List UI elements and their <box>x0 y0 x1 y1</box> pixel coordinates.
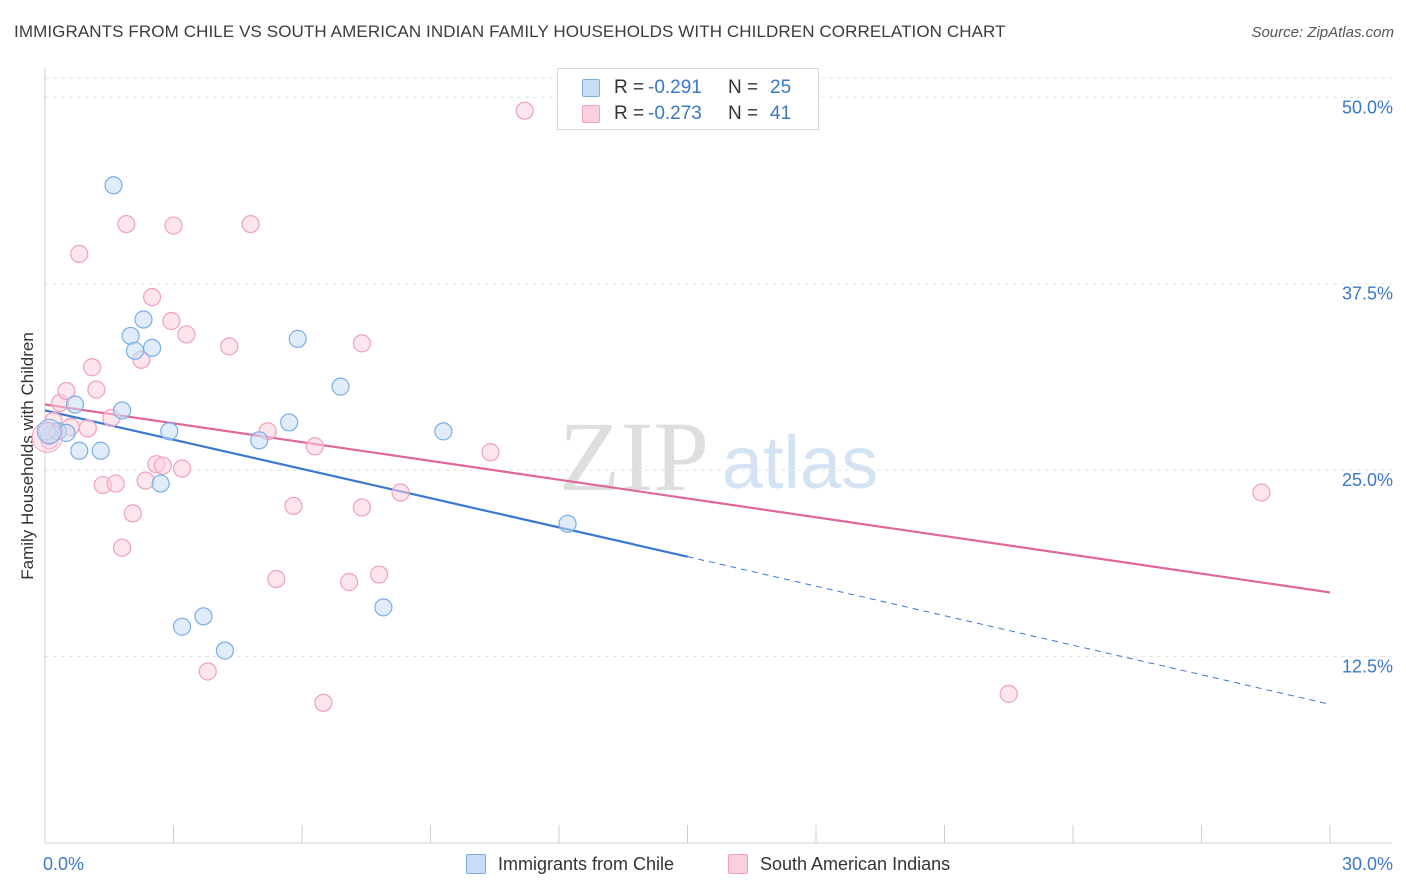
watermark-zip: ZIP <box>559 401 709 512</box>
n-label: N = <box>728 77 759 98</box>
r-label: R = <box>614 103 645 124</box>
point-south-american-indians <box>481 443 500 462</box>
point-chile <box>250 431 269 450</box>
legend-row-chile: R = -0.291 N = 25 <box>582 77 791 99</box>
point-chile <box>280 413 299 432</box>
series-legend-label: Immigrants from Chile <box>498 853 675 874</box>
point-south-american-indians <box>87 380 106 399</box>
point-south-american-indians <box>314 693 333 712</box>
point-south-american-indians <box>123 504 142 523</box>
source-label: Source: ZipAtlas.com <box>1251 24 1394 41</box>
point-south-american-indians <box>999 684 1018 703</box>
point-south-american-indians <box>352 334 372 353</box>
point-south-american-indians <box>78 419 97 438</box>
y-tick-label: 12.5% <box>1342 657 1393 677</box>
r-label: R = <box>614 77 645 98</box>
point-cluster-south-american-indians <box>31 421 63 453</box>
chart-title: IMMIGRANTS FROM CHILE VS SOUTH AMERICAN … <box>14 22 1006 41</box>
point-chile <box>288 329 307 348</box>
point-south-american-indians <box>57 381 76 401</box>
y-tick-label: 25.0% <box>1342 470 1393 490</box>
point-south-american-indians <box>177 325 196 344</box>
point-south-american-indians <box>352 498 372 517</box>
point-south-american-indians <box>515 101 534 120</box>
n-value: 41 <box>770 103 792 124</box>
y-tick-label: 37.5% <box>1342 284 1393 304</box>
trend-line-chile <box>44 409 688 558</box>
point-chile <box>215 641 234 660</box>
point-chile <box>434 422 453 441</box>
point-south-american-indians <box>391 483 410 502</box>
point-chile <box>374 598 393 617</box>
point-south-american-indians <box>136 471 155 490</box>
point-chile <box>172 617 192 636</box>
point-south-american-indians <box>1252 483 1271 502</box>
correlation-legend: R = -0.291 N = 25 R = -0.273 N = 41 <box>557 68 819 130</box>
x-tick-label-min: 0.0% <box>43 854 84 874</box>
point-south-american-indians <box>164 216 183 235</box>
point-chile <box>194 607 213 626</box>
point-chile <box>121 326 140 346</box>
point-chile <box>331 377 350 396</box>
point-cluster-chile <box>36 418 62 444</box>
point-chile <box>142 338 162 357</box>
point-chile <box>151 474 170 493</box>
point-chile <box>125 341 145 360</box>
point-chile <box>65 395 85 414</box>
point-chile <box>104 176 123 195</box>
point-chile <box>112 401 132 420</box>
point-south-american-indians <box>153 456 172 475</box>
point-south-american-indians <box>284 496 303 516</box>
point-south-american-indians <box>83 358 102 377</box>
point-chile <box>70 441 89 460</box>
point-south-american-indians <box>220 337 239 356</box>
point-chile <box>558 514 577 533</box>
point-south-american-indians <box>370 565 389 584</box>
point-south-american-indians <box>106 474 125 493</box>
series-swatch-south-american-indians <box>728 854 748 874</box>
legend-row-south-american-indians: R = -0.273 N = 41 <box>582 103 791 125</box>
r-value: -0.273 <box>648 103 702 124</box>
series-legend-south-american-indians[interactable]: South American Indians <box>728 852 950 876</box>
point-chile <box>91 441 110 460</box>
point-south-american-indians <box>162 311 181 331</box>
point-south-american-indians <box>241 214 260 234</box>
point-chile <box>38 422 57 441</box>
series-legend-label: South American Indians <box>760 853 951 874</box>
watermark-atlas: atlas <box>722 421 878 504</box>
series-swatch-chile <box>466 854 486 874</box>
point-chile <box>134 310 153 329</box>
point-south-american-indians <box>142 288 162 307</box>
point-chile <box>160 422 179 441</box>
x-tick-label-max: 30.0% <box>1342 854 1393 874</box>
n-value: 25 <box>770 77 792 98</box>
point-south-american-indians <box>267 569 286 589</box>
point-south-american-indians <box>305 437 324 456</box>
point-south-american-indians <box>340 572 359 592</box>
point-south-american-indians <box>112 538 132 557</box>
n-label: N = <box>728 103 759 124</box>
r-value: -0.291 <box>648 77 702 98</box>
series-legend-chile[interactable]: Immigrants from Chile <box>466 852 674 876</box>
legend-swatch-chile <box>582 79 600 97</box>
y-tick-label: 50.0% <box>1342 97 1393 117</box>
legend-swatch-south-american-indians <box>582 105 600 123</box>
point-south-american-indians <box>198 662 217 681</box>
point-south-american-indians <box>117 214 136 234</box>
point-south-american-indians <box>70 244 89 263</box>
point-south-american-indians <box>172 459 192 478</box>
